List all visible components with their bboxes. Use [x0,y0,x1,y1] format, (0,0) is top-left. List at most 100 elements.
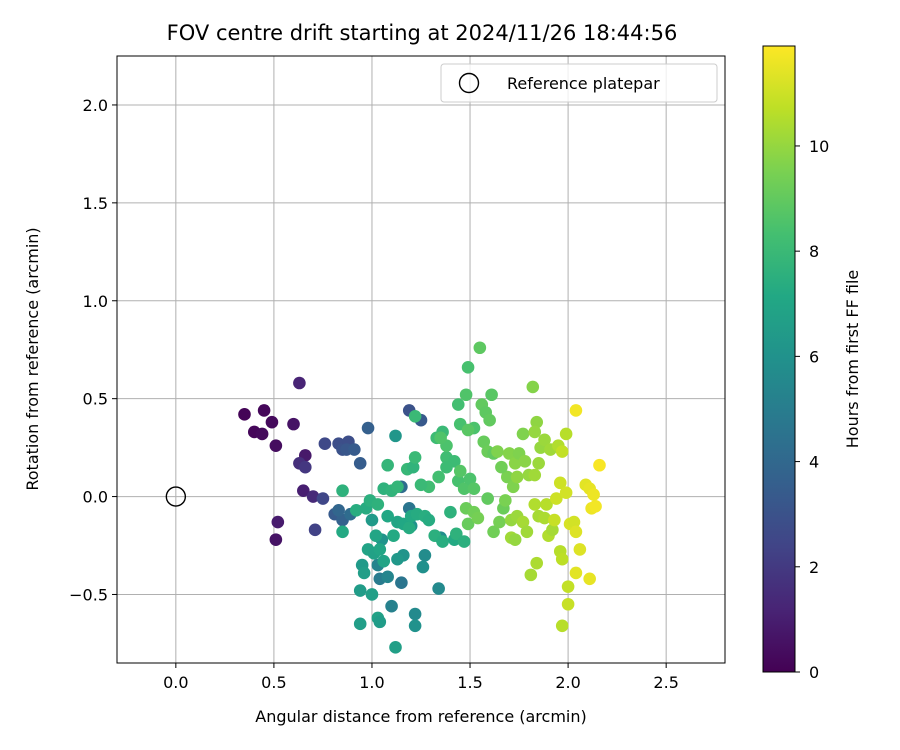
data-point [589,500,602,513]
y-tick-label: −0.5 [69,585,108,604]
data-point [377,554,391,568]
data-point [499,494,512,507]
data-point [593,458,606,472]
data-point [530,556,544,570]
data-point [422,513,436,527]
x-tick-label: 1.5 [457,673,482,692]
data-point [265,415,279,429]
data-point [298,460,312,474]
data-point [336,484,349,497]
data-point [510,470,524,484]
y-axis-label: Rotation from reference (arcmin) [23,227,42,490]
data-point [491,445,504,458]
legend-reference-marker-icon [458,72,480,94]
data-point [485,388,498,402]
data-point [416,560,430,574]
x-tick-label: 0.5 [261,673,286,692]
x-axis-label: Angular distance from reference (arcmin) [255,707,586,726]
data-point [538,511,551,525]
data-point [381,458,394,472]
data-point [559,427,573,441]
y-tick-label: 0.0 [83,488,108,507]
data-point [353,456,367,470]
data-point [349,503,363,517]
data-point [569,566,583,580]
x-tick-label: 0.0 [163,673,188,692]
data-point [332,503,345,517]
data-point [461,423,475,437]
data-point [257,404,271,417]
data-point [538,433,551,447]
data-point [408,619,422,633]
data-point [287,417,300,431]
data-point [528,425,542,439]
data-point [583,572,596,586]
data-point [365,588,379,601]
colorbar-frame [762,45,796,673]
data-point [555,552,569,566]
data-point [238,408,251,421]
data-point [369,529,383,543]
data-point [528,468,542,482]
data-point [348,443,361,456]
data-point [440,460,453,474]
data-point [569,525,583,539]
data-point [516,427,530,441]
x-axis-ticks: 0.0 0.5 1.0 1.5 2.0 2.5 [163,663,679,692]
data-point [450,527,463,541]
data-point [365,513,379,527]
data-point [569,404,583,417]
data-point [473,341,487,355]
colorbar-ticks: 0 2 4 6 8 10 [795,137,829,682]
legend-box [440,63,718,103]
data-point [530,415,544,429]
data-point [477,435,491,449]
data-point [353,617,367,631]
data-point [508,533,522,546]
data-point [353,584,367,597]
data-point [418,549,432,562]
data-point [269,533,283,546]
data-point [524,568,538,582]
colorbar-label: Hours from first FF file [843,270,862,449]
data-point [502,447,516,460]
data-point [414,478,428,492]
y-axis-ticks: −0.5 0.0 0.5 1.0 1.5 2.0 [69,96,117,604]
data-point [518,455,532,468]
data-point [528,498,542,511]
data-point [457,482,471,496]
data-point [548,513,561,527]
data-point [316,492,330,505]
reference-marker-group [165,486,187,507]
data-point [444,505,457,519]
data-point [561,597,575,611]
colorbar-tick-label: 6 [809,347,819,366]
data-point [587,488,600,501]
data-point [408,607,422,621]
data-point [389,641,402,654]
x-tick-label: 2.5 [653,673,678,692]
data-points [238,341,606,654]
data-point [457,535,471,548]
data-point [453,464,467,478]
grid [117,56,725,663]
data-point [520,525,534,539]
data-point [387,529,400,543]
data-point [567,515,581,529]
data-point [306,490,320,503]
data-point [406,460,420,474]
colorbar [763,46,795,672]
data-point [408,409,422,423]
y-tick-label: 1.0 [83,292,108,311]
data-point [269,439,283,452]
data-point [495,460,508,474]
y-tick-label: 2.0 [83,96,108,115]
data-point [408,451,422,464]
data-point [516,515,530,529]
data-point [381,509,394,523]
data-point [500,470,514,484]
data-point [461,517,475,531]
colorbar-tick-label: 4 [809,453,819,472]
data-point [555,445,569,458]
